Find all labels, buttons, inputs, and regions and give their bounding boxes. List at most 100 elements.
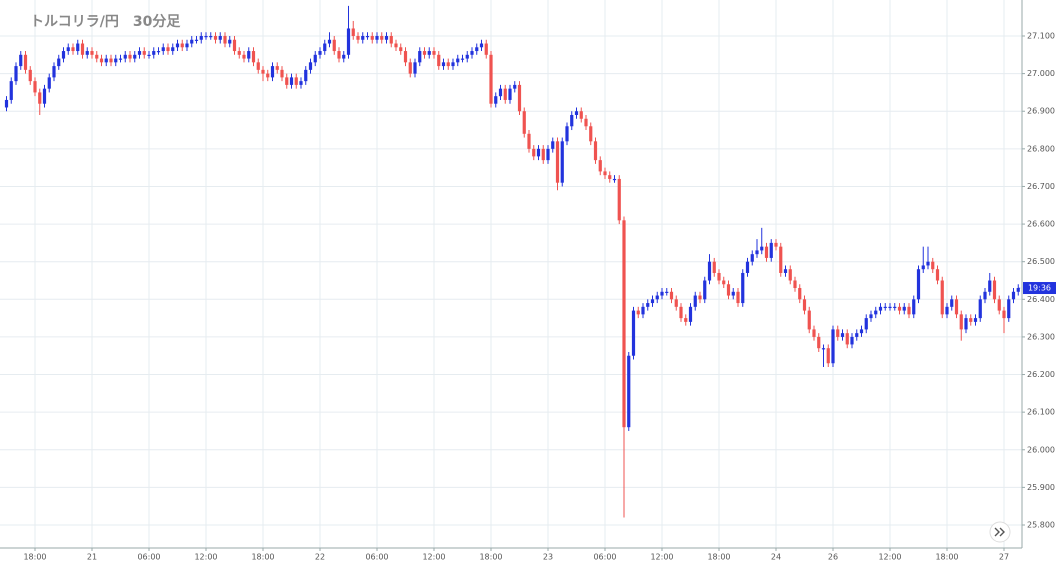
candle-body [23, 54, 28, 70]
candle-body [745, 261, 750, 273]
candle-body [674, 299, 678, 307]
x-tick-label: 12:00 [650, 553, 673, 562]
candle-body [451, 62, 455, 67]
candle-body [627, 355, 631, 428]
candle-body [669, 291, 674, 300]
last-price-tag-label: 19:36 [1028, 284, 1051, 293]
candle-body [836, 329, 840, 337]
y-tick-label: 25.800 [1027, 521, 1055, 530]
x-tick-label: 18:00 [23, 553, 46, 562]
y-tick-label: 26.100 [1027, 408, 1055, 417]
candle-body [883, 306, 887, 309]
candle-body [190, 39, 194, 44]
candle-body [641, 306, 645, 315]
x-tick-label: 06:00 [593, 553, 616, 562]
candle-body [874, 310, 878, 315]
candle-body [650, 299, 655, 304]
candle-body [570, 114, 574, 127]
candle-body [52, 66, 56, 78]
candles [4, 5, 1020, 518]
candle-body [869, 314, 873, 319]
candle-body [983, 291, 987, 300]
candle-body [574, 111, 579, 115]
candle-body [389, 36, 393, 44]
x-tick-label: 18:00 [251, 553, 274, 562]
candle-body [479, 43, 484, 48]
y-tick-label: 27.100 [1027, 32, 1055, 41]
candle-body [935, 269, 940, 281]
candle-body [954, 299, 959, 315]
candle-body [622, 220, 626, 428]
candle-body [555, 141, 560, 183]
candle-body [432, 51, 436, 55]
candle-body [370, 36, 374, 40]
candle-body [783, 269, 788, 273]
candle-body [199, 36, 203, 40]
candle-body [802, 299, 807, 311]
candle-body [247, 51, 251, 59]
candle-body [342, 54, 346, 59]
scroll-button[interactable] [989, 521, 1011, 543]
candle-body [522, 111, 526, 134]
candle-body [726, 284, 731, 296]
candle-body [261, 69, 265, 74]
candle-body [327, 39, 332, 44]
candle-body [992, 280, 997, 300]
candle-body [9, 81, 13, 100]
candle-body [318, 51, 322, 55]
candle-body [807, 310, 811, 330]
candle-body [332, 39, 336, 52]
candle-body [213, 36, 218, 40]
candle-body [612, 178, 617, 181]
candle-body [845, 333, 849, 345]
candle-body [717, 272, 721, 281]
scroll-button-circle[interactable] [989, 521, 1011, 543]
candle-body [997, 299, 1001, 311]
candle-body [441, 62, 446, 67]
candle-body [175, 43, 180, 48]
x-tick-label: 23 [543, 553, 553, 562]
candle-body [560, 141, 564, 183]
candle-body [465, 54, 469, 59]
candle-body [788, 269, 792, 281]
candle-body [90, 51, 94, 55]
candle-body [536, 148, 541, 157]
candle-body [498, 88, 503, 97]
candle-body [1016, 288, 1020, 292]
candle-body [926, 261, 930, 266]
y-tick-label: 27.000 [1027, 69, 1055, 78]
candle-body [19, 54, 23, 67]
candle-body [769, 242, 773, 258]
candle-body [304, 69, 308, 82]
candle-body [584, 118, 588, 127]
candle-body [897, 306, 902, 311]
candle-body [280, 69, 284, 78]
candle-body [104, 58, 108, 63]
candle-body [437, 54, 441, 67]
candle-body [394, 43, 398, 48]
y-tick-label: 26.300 [1027, 332, 1055, 341]
chart-title: トルコリラ/円 30分足 [30, 14, 181, 30]
candle-body [289, 77, 294, 85]
candle-body [446, 62, 450, 67]
candle-body [114, 58, 118, 63]
candle-body [931, 261, 935, 270]
candle-body [964, 318, 968, 330]
candle-body [565, 126, 569, 142]
candle-body [665, 291, 669, 293]
candle-body [508, 88, 512, 100]
candle-body [156, 51, 161, 53]
candle-body [470, 51, 474, 55]
candle-body [266, 73, 270, 78]
candle-body [475, 47, 479, 52]
x-tick-label: 06:00 [365, 553, 388, 562]
scroll-button-icon[interactable] [994, 527, 1005, 537]
candle-body [180, 43, 184, 48]
y-tick-label: 26.800 [1027, 144, 1055, 153]
candle-body [232, 39, 237, 52]
candle-body [821, 348, 826, 350]
candle-body [408, 62, 412, 74]
candle-body [270, 66, 275, 78]
candle-body [375, 36, 379, 40]
